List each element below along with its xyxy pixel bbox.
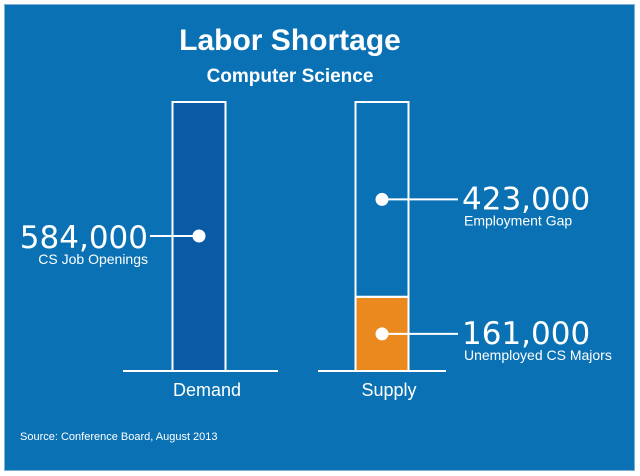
supply-bar-segment-1-value-label: 423,000 bbox=[462, 181, 590, 217]
source-note: Source: Conference Board, August 2013 bbox=[20, 431, 218, 443]
supply-bar-segment-0-name-label: Unemployed CS Majors bbox=[464, 347, 612, 363]
demand-category-label: Demand bbox=[173, 380, 241, 400]
supply-bar-segment-1-name-label: Employment Gap bbox=[464, 212, 572, 228]
chart-subtitle: Computer Science bbox=[207, 66, 374, 87]
demand-bar-segment-0-name-label: CS Job Openings bbox=[38, 251, 148, 267]
chart-title: Labor Shortage bbox=[179, 24, 401, 57]
demand-bar-segment-0-value-label: 584,000 bbox=[20, 220, 148, 256]
chart-background bbox=[4, 4, 635, 471]
supply-bar-segment-0-value-label: 161,000 bbox=[462, 316, 590, 352]
supply-category-label: Supply bbox=[361, 380, 416, 400]
